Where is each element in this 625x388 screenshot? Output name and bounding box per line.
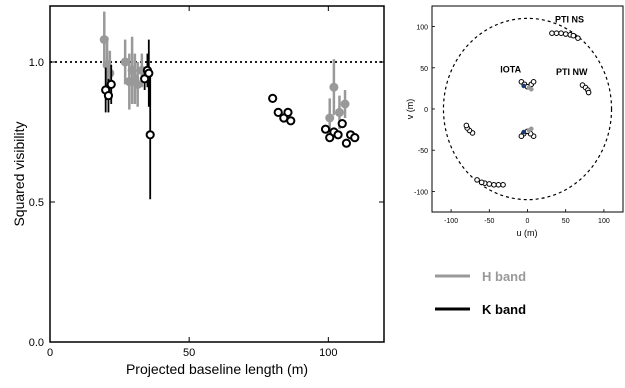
uv-iota-filled-point [529,126,534,132]
k-band-point [268,93,278,104]
h-band-point [102,60,112,70]
k-band-point [283,107,293,118]
uv-point [553,30,560,36]
visibility-plot-ticks: 0 50 100 0.0 0.5 1.0 [29,6,384,359]
x-tick-label: 50 [183,347,195,359]
uv-point [570,32,577,39]
uv-plot-frame [431,5,624,213]
k-band-point [350,133,360,143]
k-band-point [286,116,296,126]
k-band-point [341,138,352,148]
uv-x-tick-label: 50 [562,218,570,225]
uv-point [495,182,502,188]
uv-point [500,182,506,188]
uv-point [549,30,555,36]
uv-iota-filled-point [521,129,526,135]
k-band-point [320,124,331,134]
uv-iota-filled-point [521,83,526,89]
k-band-point [144,68,154,78]
uv-plot-marks [442,17,613,201]
uv-x-tick-label: -50 [484,218,494,225]
h-band-point [105,68,115,78]
legend-label-h-band: H band [482,269,526,284]
k-band-point [106,79,116,90]
y-tick-label: 0.0 [29,337,44,349]
k-band-point [145,130,155,140]
uv-point [518,133,525,139]
y-axis-label: Squared visibility [11,121,27,226]
legend: H band K band [435,269,526,317]
k-band-point [103,91,114,101]
visibility-plot-frame [49,5,385,343]
uv-plot-annotations: PTI NS IOTA PTI NW [500,14,588,77]
uv-point [491,182,497,188]
uv-point [478,179,485,186]
y-tick-label: 1.0 [29,57,44,69]
h-band-point [133,79,143,89]
uv-y-tick-label: 50 [420,66,428,73]
h-band-point [99,35,109,45]
x-axis-label: Projected baseline length (m) [126,361,308,377]
uv-point [575,35,581,41]
uv-y-axis-label: v (m) [405,99,415,120]
uv-point [585,89,592,96]
uv-boundary-circle [442,17,613,201]
uv-x-tick-label: 0 [526,218,530,225]
h-band-point [329,82,339,92]
visibility-plot-marks [50,11,384,200]
h-band-point [120,57,130,67]
uv-x-axis-label: u (m) [517,228,538,238]
uv-point [463,122,470,129]
uv-point [474,177,480,183]
uv-y-tick-label: -50 [418,148,428,155]
uv-plot-ticks: -100 -50 0 50 100 -100 -50 0 50 100 [414,25,610,225]
visibility-plot: 0 50 100 0.0 0.5 1.0 Projected baseline lengt… [11,5,385,377]
h-band-point [340,99,350,109]
k-band-point [273,107,283,118]
legend-label-k-band: K band [482,302,526,317]
uv-x-tick-label: 100 [598,218,610,225]
uv-y-tick-label: 100 [416,25,428,32]
h-band-point [325,113,335,123]
uv-x-tick-label: -100 [444,218,458,225]
h-band-point [127,65,137,75]
x-tick-label: 100 [319,347,337,359]
uv-point [486,181,493,187]
uv-point [562,31,569,37]
uv-point [530,79,537,85]
uv-point [558,30,564,36]
k-band-point [337,119,347,129]
uv-annotation: PTI NS [555,14,584,24]
k-band-point [333,130,343,140]
uv-annotation: PTI NW [556,67,588,77]
uv-iota-filled-point [529,86,534,92]
x-tick-label: 0 [47,347,53,359]
uv-y-tick-label: -100 [414,189,428,196]
h-band-point [334,107,344,117]
y-tick-label: 0.5 [29,197,44,209]
uv-annotation: IOTA [500,65,521,75]
uv-y-tick-label: 0 [424,107,428,114]
